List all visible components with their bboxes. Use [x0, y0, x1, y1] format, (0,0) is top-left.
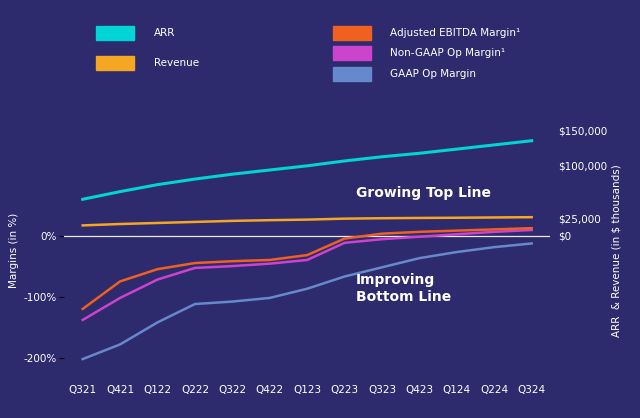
Text: Adjusted EBITDA Margin¹: Adjusted EBITDA Margin¹	[390, 28, 521, 38]
Bar	[333, 46, 371, 60]
Bar	[333, 66, 371, 81]
Bar	[96, 56, 134, 70]
Text: Improving
Bottom Line: Improving Bottom Line	[356, 273, 451, 303]
Bar	[96, 26, 134, 40]
Y-axis label: ARR  & Revenue (in $ thousands): ARR & Revenue (in $ thousands)	[611, 164, 621, 337]
Text: Growing Top Line: Growing Top Line	[356, 186, 491, 200]
Text: Non-GAAP Op Margin¹: Non-GAAP Op Margin¹	[390, 48, 506, 58]
Text: GAAP Op Margin: GAAP Op Margin	[390, 69, 476, 79]
Text: ARR: ARR	[154, 28, 175, 38]
Y-axis label: Margins (in %): Margins (in %)	[9, 213, 19, 288]
Bar	[333, 26, 371, 40]
Text: Revenue: Revenue	[154, 58, 199, 68]
